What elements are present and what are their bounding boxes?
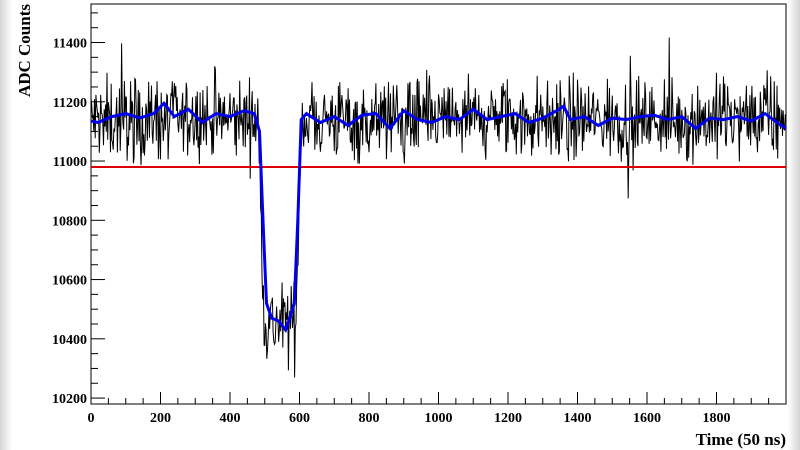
x-tick-label: 400 bbox=[220, 411, 241, 426]
x-tick-label: 600 bbox=[289, 411, 310, 426]
y-tick-label: 11000 bbox=[53, 155, 87, 170]
smoothed-adc-waveform bbox=[91, 101, 786, 333]
raw-adc-waveform bbox=[91, 37, 786, 378]
y-axis-title: ADC Counts bbox=[15, 4, 34, 97]
right-edge-shadow bbox=[788, 0, 800, 450]
y-tick-label: 11200 bbox=[53, 96, 87, 111]
x-tick-label: 800 bbox=[359, 411, 380, 426]
x-axis: 0 200 400 600 800 1000 1200 1400 1600 1800 bbox=[88, 392, 787, 426]
x-tick-label: 1000 bbox=[425, 411, 453, 426]
y-tick-label: 10800 bbox=[52, 214, 87, 229]
x-tick-label: 1200 bbox=[494, 411, 522, 426]
y-tick-label: 11400 bbox=[53, 37, 87, 52]
x-tick-label: 200 bbox=[150, 411, 171, 426]
x-axis-title: Time (50 ns) bbox=[696, 430, 786, 449]
x-tick-label: 1800 bbox=[703, 411, 731, 426]
x-tick-label: 1400 bbox=[564, 411, 592, 426]
plot-frame bbox=[90, 3, 787, 405]
y-tick-label: 10400 bbox=[52, 333, 87, 348]
x-tick-label: 1600 bbox=[633, 411, 661, 426]
y-tick-label: 10600 bbox=[52, 274, 87, 289]
x-tick-label: 0 bbox=[88, 411, 95, 426]
left-edge-shadow bbox=[0, 0, 12, 450]
y-tick-label: 10200 bbox=[52, 392, 87, 407]
y-axis: 10200 10400 10600 10800 11000 11200 11400 bbox=[52, 12, 105, 407]
